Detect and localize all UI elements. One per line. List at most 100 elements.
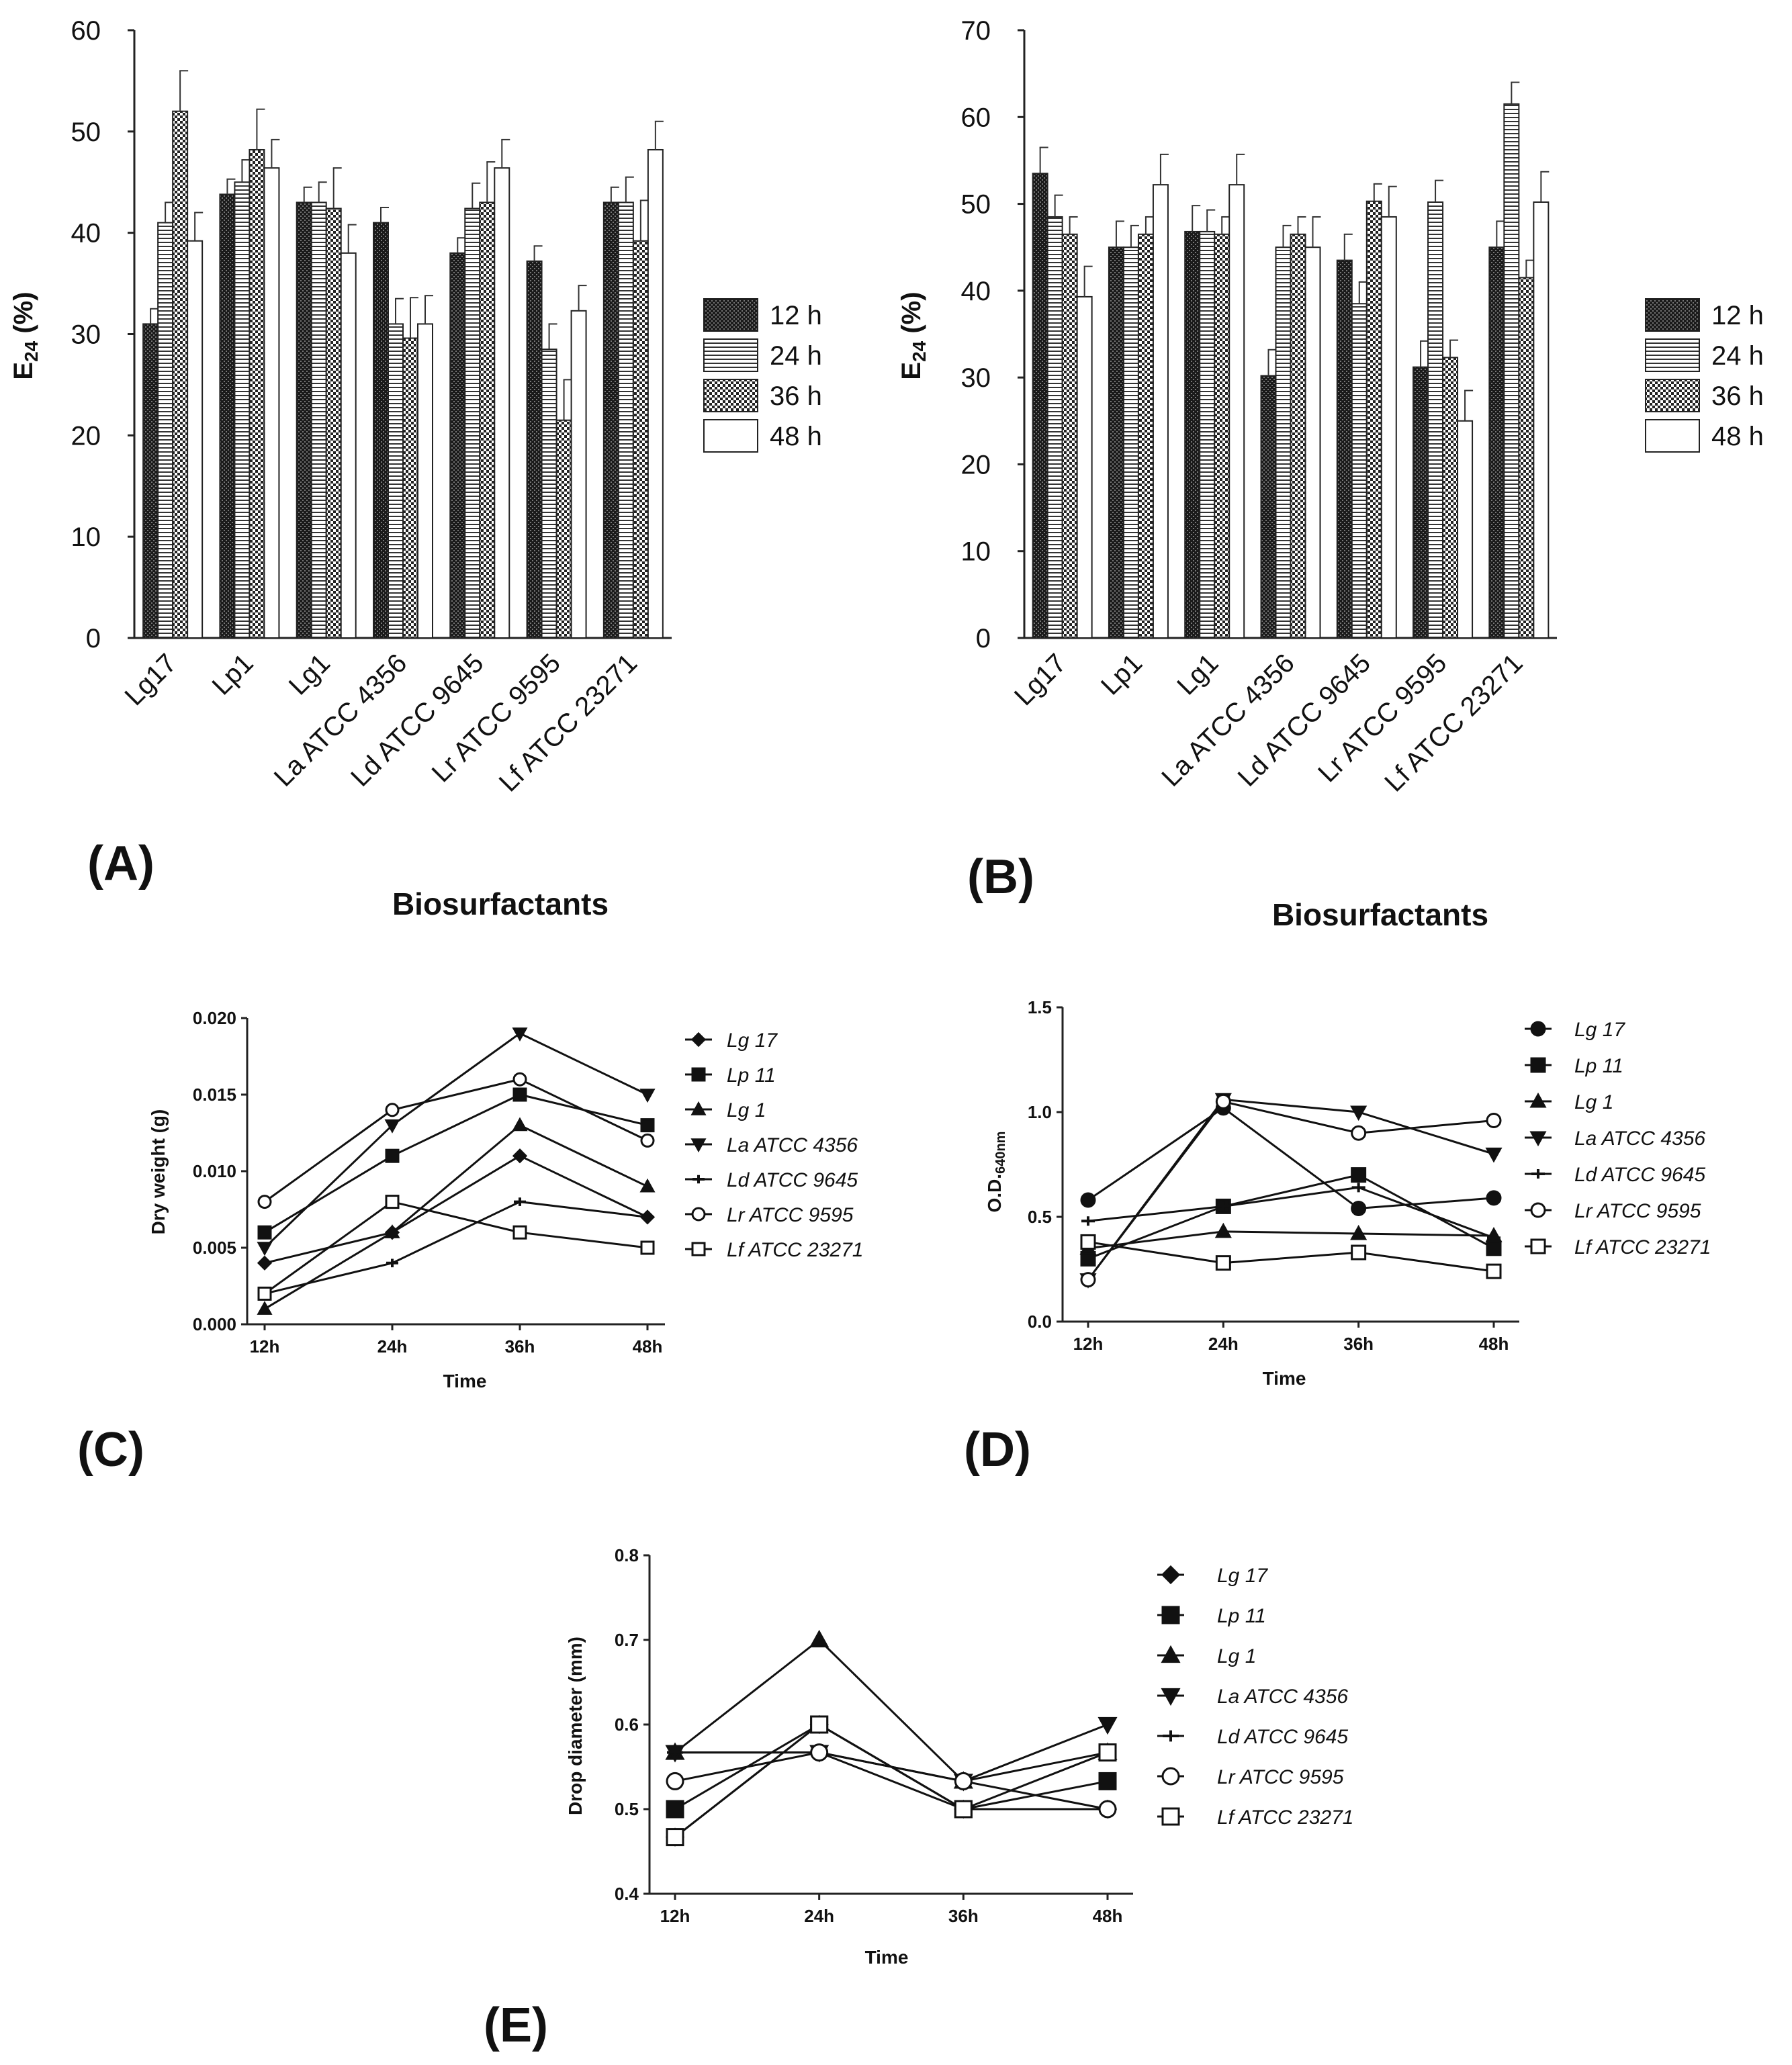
chart-c-point-lg-1-12h bbox=[257, 1301, 273, 1315]
chart-b-bar-48-h-lr-atcc-9595 bbox=[1457, 420, 1474, 639]
chart-c-y-tick-label: 0.020 bbox=[193, 1008, 236, 1028]
chart-c-point-lg-17-12h bbox=[257, 1255, 273, 1271]
chart-e-x-tick-label: 48h bbox=[1093, 1906, 1123, 1926]
chart-e-point-lf-atcc-23271-12h bbox=[666, 1828, 684, 1847]
chart-c-point-lg-1-48h bbox=[639, 1178, 656, 1193]
chart-e-point-lg-1-24h bbox=[809, 1629, 830, 1648]
chart-a-bar-48-h-lp1 bbox=[263, 167, 280, 639]
chart-e-legend-marker-la-atcc-4356 bbox=[1161, 1688, 1181, 1706]
chart-c: 0.000 0.005 0.010 0.015 0.020 12h 24h 36h 48h Tim… bbox=[77, 1008, 863, 1477]
chart-e-point-lf-atcc-23271-24h bbox=[810, 1715, 829, 1734]
chart-a-bar-12-h-ld-atcc-9645 bbox=[449, 252, 466, 639]
chart-c-line-lr-atcc-9595 bbox=[264, 1078, 648, 1203]
chart-c-line-lp-11 bbox=[264, 1093, 648, 1234]
chart-a-bar-48-h-lg1 bbox=[340, 252, 357, 639]
chart-a-x-tick-label: Lg1 bbox=[283, 648, 336, 700]
chart-a-legend-label-12-h: 12 h bbox=[770, 301, 822, 330]
chart-d-legend-label-lg-1: Lg 1 bbox=[1574, 1091, 1613, 1113]
chart-a-bar-36-h-lp1 bbox=[249, 148, 265, 639]
chart-b-y-axis-title: E24 (%) bbox=[897, 291, 930, 379]
chart-c-line-ld-atcc-9645 bbox=[264, 1201, 648, 1295]
chart-b-bar-36-h-lg17 bbox=[1061, 233, 1078, 639]
chart-d: 0.0 0.5 1.0 1.5 12h 24h 36h 48h Time O.D.640nm Lg … bbox=[964, 997, 1711, 1477]
chart-b-bar-48-h-ld-atcc-9645 bbox=[1380, 216, 1397, 639]
chart-e-legend-label-lr-atcc-9595: Lr ATCC 9595 bbox=[1217, 1766, 1344, 1788]
chart-a-y-tick-label: 50 bbox=[71, 118, 101, 147]
chart-a-bar-12-h-la-atcc-4356 bbox=[373, 222, 389, 639]
chart-a-x-tick-label: Lp1 bbox=[206, 648, 259, 700]
chart-d-title: Biosurfactants bbox=[1272, 897, 1488, 932]
chart-d-point-lg-1-24h bbox=[1214, 1222, 1232, 1238]
chart-e-point-lr-atcc-9595-12h bbox=[666, 1772, 684, 1790]
chart-d-x-tick-label: 24h bbox=[1208, 1334, 1239, 1354]
chart-d-y-axis-title: O.D.640nm bbox=[984, 1132, 1008, 1213]
chart-d-legend-label-lr-atcc-9595: Lr ATCC 9595 bbox=[1574, 1200, 1701, 1222]
chart-d-legend-label-lp-11: Lp 11 bbox=[1574, 1055, 1623, 1077]
chart-c-x-axis-title: Time bbox=[443, 1371, 487, 1391]
chart-b-bar-12-h-lg17 bbox=[1032, 173, 1048, 639]
chart-a-bar-24-h-la-atcc-4356 bbox=[388, 323, 404, 639]
chart-b-bar-24-h-lf-atcc-23271 bbox=[1503, 103, 1520, 639]
chart-b-bar-12-h-la-atcc-4356 bbox=[1260, 375, 1277, 639]
chart-b-y-tick-label: 10 bbox=[961, 537, 991, 567]
chart-c-point-lr-atcc-9595-24h bbox=[385, 1103, 400, 1117]
chart-c-line-lg-1 bbox=[264, 1123, 648, 1310]
chart-a-bar-36-h-ld-atcc-9645 bbox=[479, 201, 496, 639]
chart-a-y-tick-label: 60 bbox=[71, 16, 101, 46]
chart-d-legend-marker-la-atcc-4356 bbox=[1529, 1131, 1547, 1147]
chart-e-point-lf-atcc-23271-36h bbox=[954, 1800, 973, 1819]
chart-d-point-lr-atcc-9595-12h bbox=[1080, 1272, 1096, 1288]
chart-a-legend-swatch-24-h bbox=[703, 338, 758, 372]
chart-a-y-tick-label: 20 bbox=[71, 421, 101, 451]
chart-c-point-la-atcc-4356-12h bbox=[257, 1242, 273, 1256]
chart-a-bar-36-h-lr-atcc-9595 bbox=[555, 419, 572, 639]
chart-d-point-ld-atcc-9645-48h bbox=[1487, 1233, 1500, 1243]
chart-e-legend-marker-ld-atcc-9645 bbox=[1163, 1730, 1179, 1742]
chart-d-line-lg-17 bbox=[1087, 1106, 1494, 1210]
chart-b-legend-swatch-36-h bbox=[1645, 379, 1700, 412]
chart-a-bar-12-h-lg17 bbox=[142, 323, 159, 639]
chart-c-point-lr-atcc-9595-12h bbox=[257, 1195, 272, 1209]
chart-d-legend-marker-lp-11 bbox=[1530, 1057, 1546, 1073]
chart-e-x-tick-label: 36h bbox=[948, 1906, 979, 1926]
chart-a-legend-swatch-36-h bbox=[703, 379, 758, 412]
chart-e-point-lr-atcc-9595-36h bbox=[954, 1772, 973, 1790]
chart-e-x-tick-label: 12h bbox=[660, 1906, 690, 1926]
chart-b-y-tick-label: 40 bbox=[961, 277, 991, 306]
chart-c-point-lf-atcc-23271-24h bbox=[385, 1195, 400, 1209]
chart-c-legend-marker-ld-atcc-9645 bbox=[692, 1175, 705, 1184]
chart-d-legend-marker-lg-17 bbox=[1530, 1021, 1546, 1037]
chart-c-x-tick-label: 48h bbox=[633, 1336, 663, 1357]
chart-c-point-la-atcc-4356-24h bbox=[384, 1119, 400, 1134]
chart-c-point-lg-17-36h bbox=[512, 1148, 528, 1164]
chart-c-legend-marker-lg-17 bbox=[690, 1031, 707, 1048]
chart-d-line-lg-1 bbox=[1087, 1230, 1494, 1250]
chart-c-legend-marker-lf-atcc-23271 bbox=[691, 1242, 706, 1256]
chart-c-title: Biosurfactants bbox=[392, 886, 609, 921]
chart-c-point-lf-atcc-23271-36h bbox=[512, 1225, 527, 1240]
chart-e-legend-label-lg-17: Lg 17 bbox=[1217, 1565, 1268, 1587]
chart-e-point-lf-atcc-23271-48h bbox=[1098, 1743, 1117, 1762]
chart-c-point-lp-11-36h bbox=[512, 1087, 527, 1102]
chart-a-bar-24-h-lp1 bbox=[234, 181, 251, 639]
chart-d-point-lp-11-48h bbox=[1486, 1240, 1502, 1256]
chart-d-y-tick-label: 0.0 bbox=[1028, 1312, 1052, 1332]
chart-d-point-lr-atcc-9595-24h bbox=[1215, 1093, 1231, 1109]
chart-b-y-tick-label: 0 bbox=[976, 624, 991, 653]
chart-e-point-ld-atcc-9645-12h bbox=[667, 1747, 683, 1758]
chart-a-panel-label: (A) bbox=[87, 837, 154, 890]
chart-c-point-lr-atcc-9595-48h bbox=[640, 1133, 655, 1148]
chart-d-legend-label-lf-atcc-23271: Lf ATCC 23271 bbox=[1574, 1236, 1711, 1258]
chart-b-x-tick-label: Lf ATCC 23271 bbox=[1379, 648, 1528, 797]
chart-c-line-la-atcc-4356 bbox=[263, 1032, 648, 1249]
chart-c-y-tick-label: 0.005 bbox=[193, 1238, 236, 1258]
chart-d-point-lg-1-36h bbox=[1350, 1224, 1368, 1240]
chart-e-point-lp-11-48h bbox=[1098, 1772, 1117, 1790]
chart-d-legend-marker-lg-1 bbox=[1529, 1092, 1547, 1108]
chart-c-panel-label: (C) bbox=[77, 1423, 144, 1477]
chart-e-point-lp-11-12h bbox=[666, 1800, 684, 1819]
chart-e-point-lr-atcc-9595-24h bbox=[810, 1743, 829, 1762]
chart-b-legend-label-24-h: 24 h bbox=[1711, 341, 1764, 371]
chart-a-legend-label-48-h: 48 h bbox=[770, 422, 822, 451]
chart-a-bar-48-h-lg17 bbox=[187, 240, 204, 639]
